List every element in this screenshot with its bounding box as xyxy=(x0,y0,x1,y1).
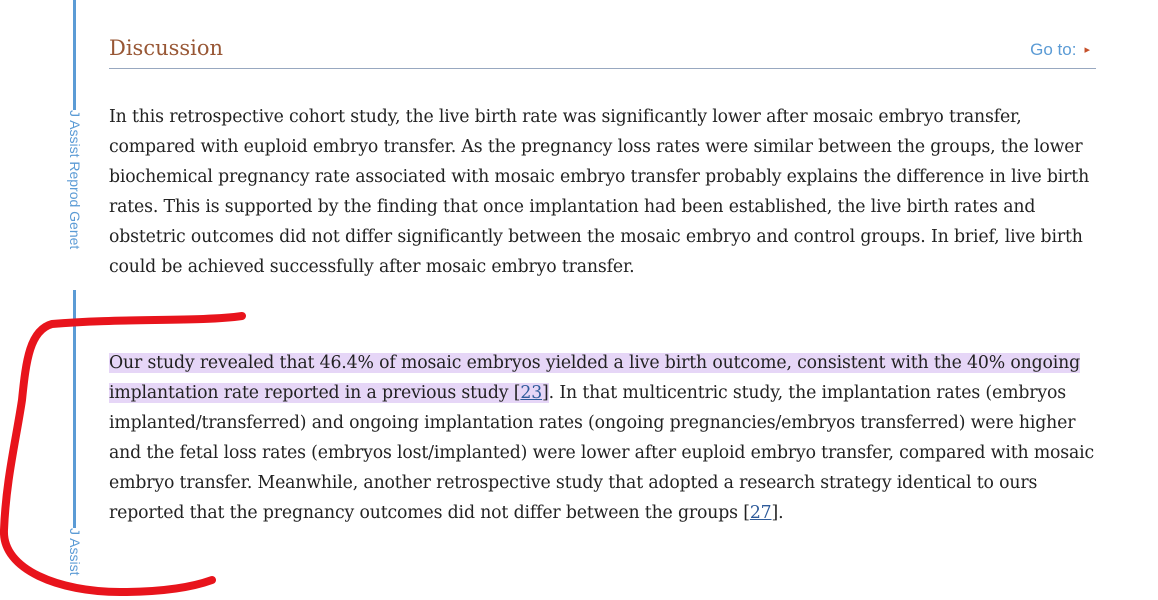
journal-side-label-lower: J Assist xyxy=(66,528,84,600)
discussion-paragraph-1: In this retrospective cohort study, the … xyxy=(109,102,1099,282)
goto-menu[interactable]: Go to: ▸ xyxy=(1030,40,1090,60)
section-title: Discussion xyxy=(109,36,224,60)
paragraph-2-middle: . In that multicentric study, the implan… xyxy=(109,383,1095,523)
discussion-paragraph-2: Our study revealed that 46.4% of mosaic … xyxy=(109,348,1099,528)
journal-side-label: J Assist Reprod Genet xyxy=(66,110,84,290)
section-header: Discussion Go to: ▸ xyxy=(109,34,1096,69)
highlighted-close: ] xyxy=(542,383,549,403)
reference-link-27[interactable]: 27 xyxy=(749,503,772,523)
triangle-right-icon: ▸ xyxy=(1084,44,1090,56)
paragraph-2-end: ]. xyxy=(771,503,784,523)
sidebar-rule-top xyxy=(73,0,76,600)
paragraph-1-text: In this retrospective cohort study, the … xyxy=(109,107,1090,277)
goto-label[interactable]: Go to: xyxy=(1030,40,1077,59)
reference-link-23[interactable]: 23 xyxy=(520,383,543,403)
